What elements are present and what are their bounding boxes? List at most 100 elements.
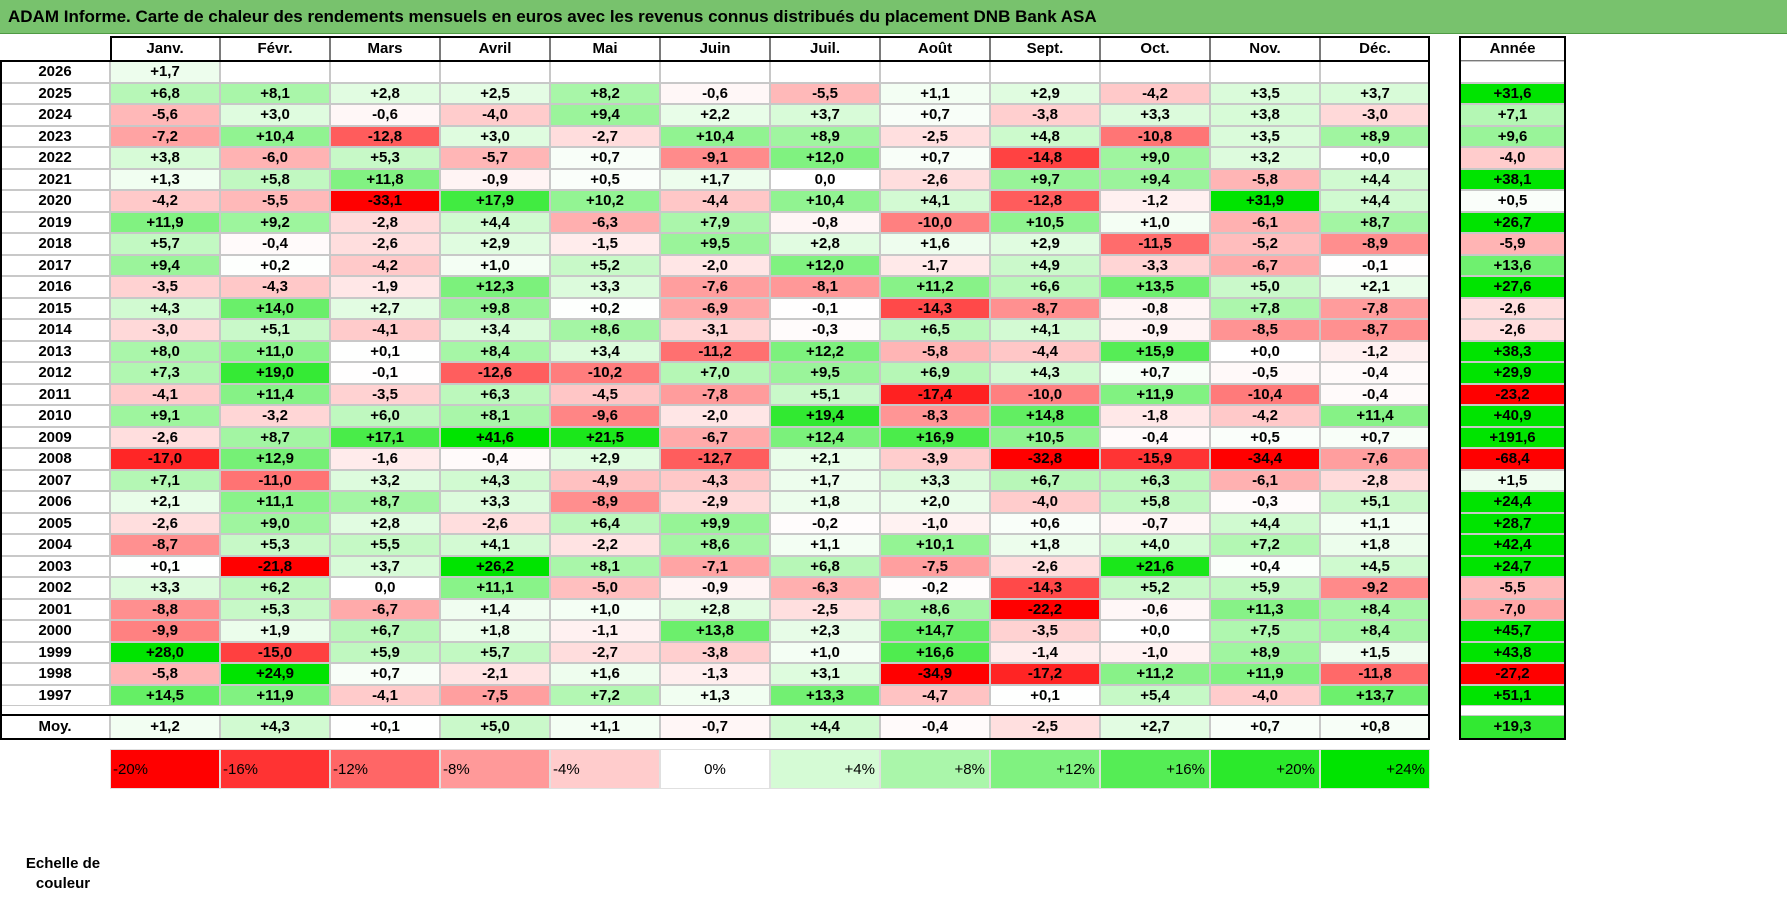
heatmap-cell: -4,0 [1210,684,1320,706]
heatmap-cell: +24,9 [220,663,330,685]
heatmap-cell: -2,7 [550,641,660,663]
year-label: 2006 [0,491,110,513]
heatmap-cell: +4,1 [990,319,1100,341]
heatmap-cell: -2,6 [440,512,550,534]
heatmap-cell: +6,3 [440,383,550,405]
year-label: 2000 [0,620,110,642]
heatmap-cell: +11,9 [1210,663,1320,685]
heatmap-cell: -21,8 [220,555,330,577]
heatmap-cell: +0,1 [990,684,1100,706]
heatmap-cell: -5,5 [770,82,880,104]
heatmap-cell: -0,1 [330,362,440,384]
heatmap-cell: +9,0 [1100,147,1210,169]
heatmap-cell: -14,3 [880,297,990,319]
heatmap-cell: +2,9 [550,448,660,470]
month-header: Mars [330,37,440,61]
heatmap-cell: -0,2 [880,577,990,599]
heatmap-cell: +1,7 [770,469,880,491]
heatmap-cell: +3,3 [550,276,660,298]
heatmap-cell: +2,9 [990,233,1100,255]
heatmap-cell [440,61,550,83]
annual-cell: +43,8 [1460,641,1565,663]
heatmap-cell: +10,1 [880,534,990,556]
heatmap-cell: -11,2 [660,340,770,362]
heatmap-cell: -0,8 [1100,297,1210,319]
heatmap-cell: +3,5 [1210,82,1320,104]
heatmap-cell: -32,8 [990,448,1100,470]
heatmap-cell: -0,9 [440,168,550,190]
average-annual-cell: +19,3 [1460,715,1565,739]
annual-cell: +1,5 [1460,469,1565,491]
page-title: ADAM Informe. Carte de chaleur des rende… [0,0,1787,34]
heatmap-cell: +9,4 [110,254,220,276]
annual-cell: +191,6 [1460,426,1565,448]
heatmap-cell: +8,7 [220,426,330,448]
heatmap-cell: -8,7 [1320,319,1430,341]
heatmap-cell: +10,4 [220,125,330,147]
year-label: 2001 [0,598,110,620]
heatmap-cell: +1,5 [1320,641,1430,663]
average-cell: +4,3 [220,715,330,739]
heatmap-cell: +5,7 [110,233,220,255]
heatmap-cell: -8,3 [880,405,990,427]
heatmap-cell: +4,0 [1100,534,1210,556]
heatmap-cell: +3,8 [1210,104,1320,126]
heatmap-cell: -2,8 [1320,469,1430,491]
color-scale-swatch: -12% [330,749,440,789]
heatmap-cell: +4,4 [1320,190,1430,212]
heatmap-cell: +19,0 [220,362,330,384]
annual-cell: +40,9 [1460,405,1565,427]
heatmap-cell: -6,1 [1210,211,1320,233]
heatmap-cell: +13,5 [1100,276,1210,298]
heatmap-cell: +11,2 [880,276,990,298]
heatmap-cell: -7,6 [1320,448,1430,470]
heatmap-cell: -4,1 [330,319,440,341]
heatmap-cell: -0,8 [770,211,880,233]
heatmap-cell: +6,0 [330,405,440,427]
heatmap-cell: +9,9 [660,512,770,534]
month-header: Mai [550,37,660,61]
heatmap-cell: +5,3 [330,147,440,169]
annual-cell: -2,6 [1460,297,1565,319]
heatmap-cell: +16,9 [880,426,990,448]
heatmap-cell: +0,7 [880,104,990,126]
heatmap-cell: -17,0 [110,448,220,470]
year-label: 2014 [0,319,110,341]
heatmap-cell: -7,1 [660,555,770,577]
annual-cell: +7,1 [1460,104,1565,126]
heatmap-cell: +1,0 [1100,211,1210,233]
heatmap-cell: -2,0 [660,254,770,276]
heatmap-cell: -2,9 [660,491,770,513]
heatmap-cell: +10,2 [550,190,660,212]
heatmap-cell: +0,7 [1100,362,1210,384]
heatmap-cell: -5,2 [1210,233,1320,255]
heatmap-cell: +3,5 [1210,125,1320,147]
month-header: Avril [440,37,550,61]
heatmap-cell: +7,0 [660,362,770,384]
year-label: 2024 [0,104,110,126]
heatmap-cell: +5,1 [1320,491,1430,513]
heatmap-cell: +2,8 [330,512,440,534]
heatmap-cell: +10,5 [990,426,1100,448]
heatmap-cell: +7,5 [1210,620,1320,642]
heatmap-cell: +17,9 [440,190,550,212]
heatmap-cell: -12,6 [440,362,550,384]
heatmap-cell: +1,1 [770,534,880,556]
heatmap-cell: +21,6 [1100,555,1210,577]
heatmap-cell: +3,8 [110,147,220,169]
heatmap-cell: +1,0 [770,641,880,663]
heatmap-cell: +5,0 [1210,276,1320,298]
year-label: 2008 [0,448,110,470]
heatmap-cell: +3,4 [440,319,550,341]
heatmap-cell: -1,0 [880,512,990,534]
heatmap-cell: +6,6 [990,276,1100,298]
year-label: 2021 [0,168,110,190]
heatmap-cell: -3,5 [110,276,220,298]
heatmap-cell: +4,3 [440,469,550,491]
heatmap-cell: +11,1 [440,577,550,599]
heatmap-cell: -2,6 [110,512,220,534]
heatmap-cell: +0,5 [1210,426,1320,448]
heatmap-cell: -1,8 [1100,405,1210,427]
annual-cell: +42,4 [1460,534,1565,556]
heatmap-cell: -6,3 [770,577,880,599]
